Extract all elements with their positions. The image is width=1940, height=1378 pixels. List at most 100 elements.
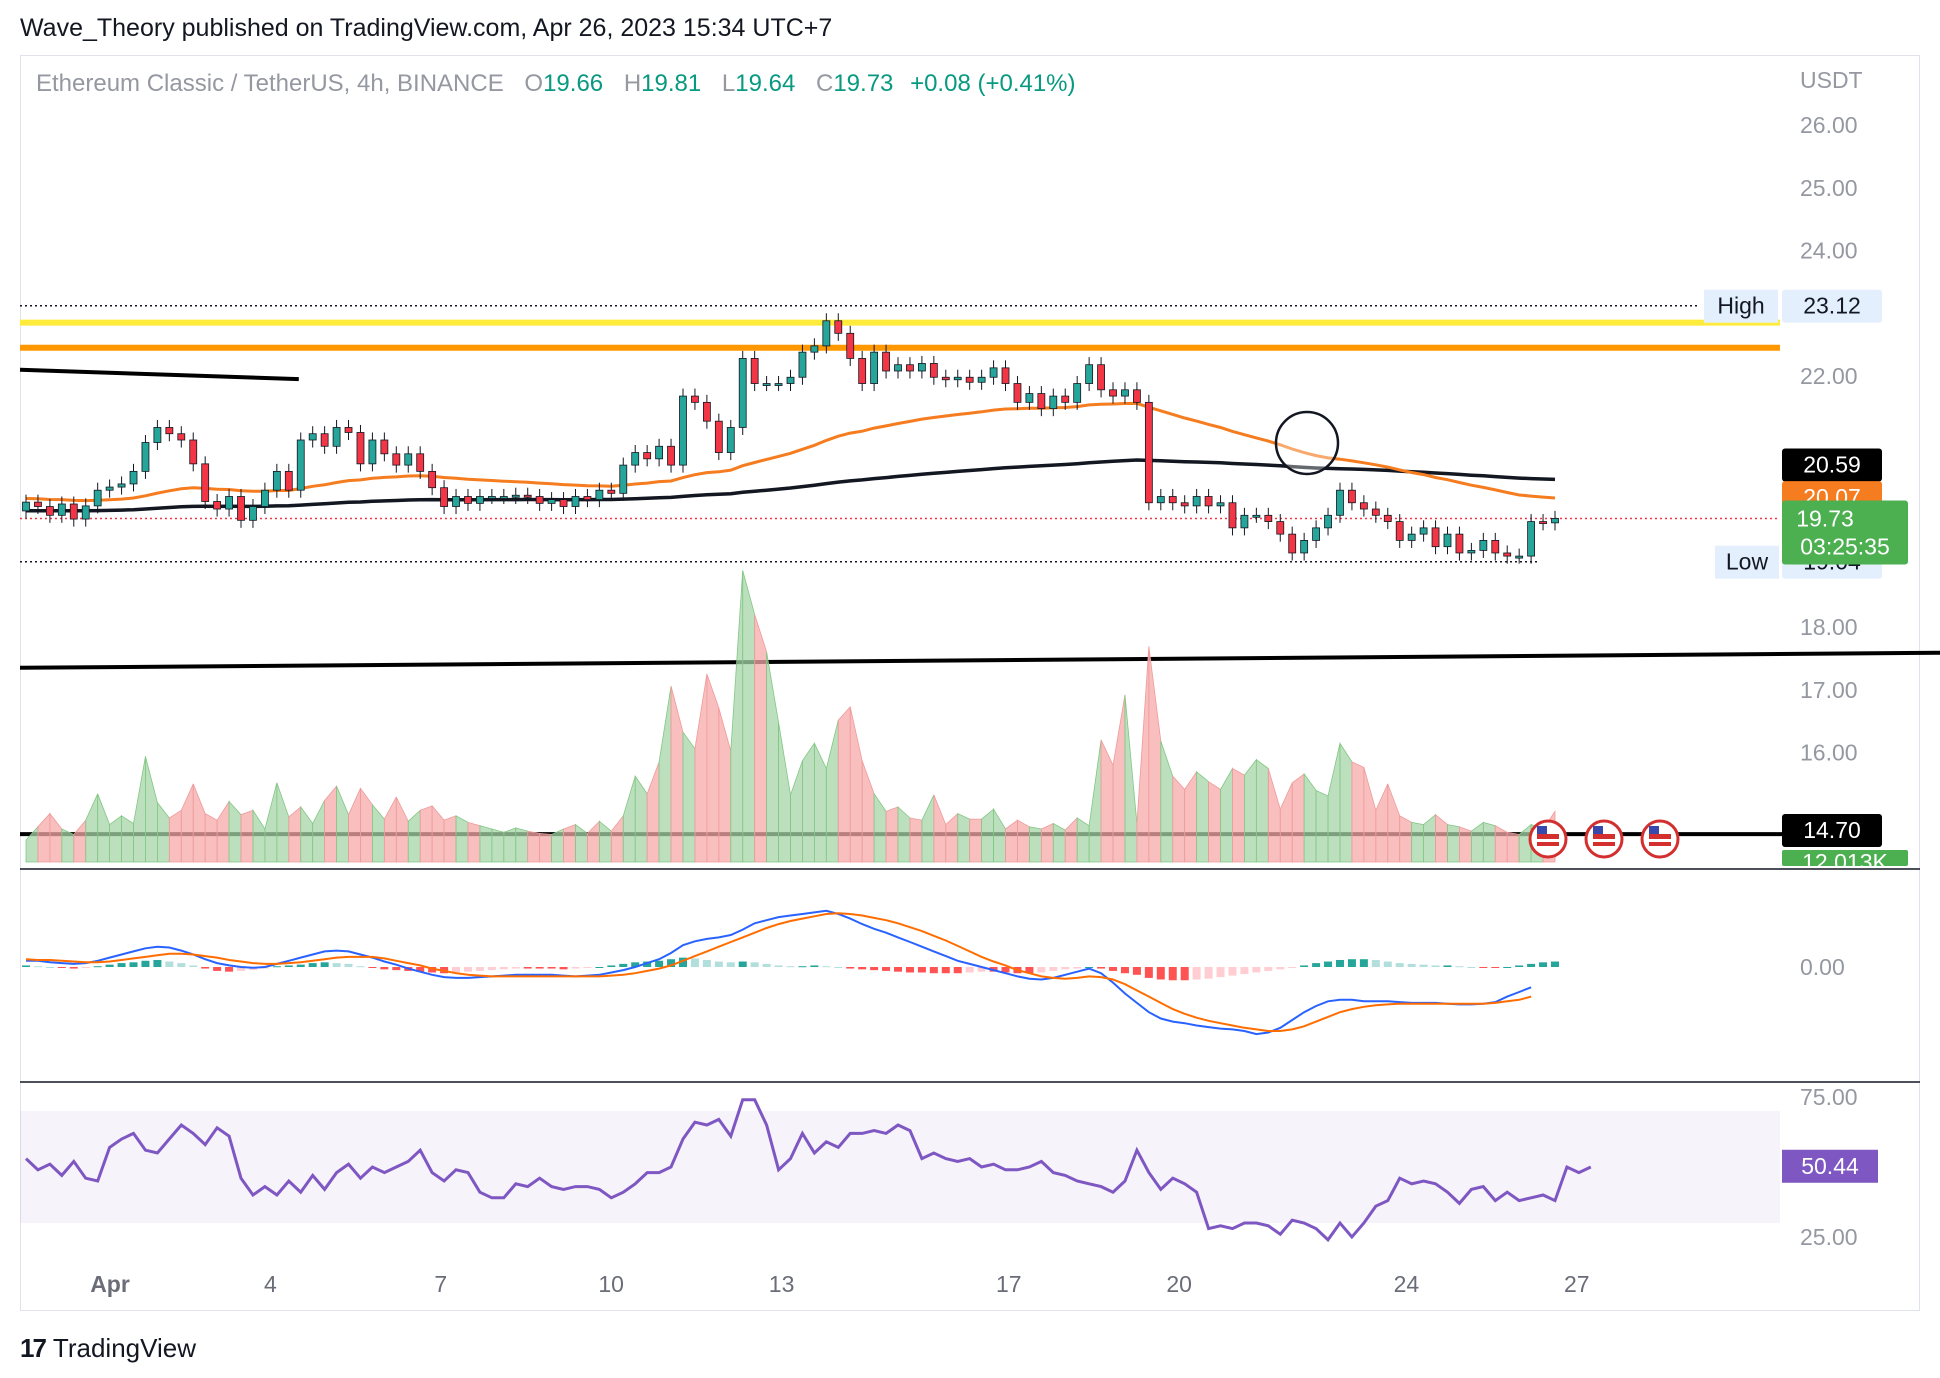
macd-histogram-bar bbox=[1312, 963, 1321, 967]
us-flag-stripe bbox=[1537, 834, 1559, 839]
volume-area bbox=[1423, 813, 1436, 863]
chart-frame[interactable] bbox=[20, 55, 1920, 1311]
macd-histogram-bar bbox=[535, 967, 544, 969]
macd-histogram-bar bbox=[201, 967, 210, 969]
candle-body bbox=[571, 496, 580, 507]
macd-histogram-bar bbox=[678, 957, 687, 967]
macd-histogram-bar bbox=[953, 967, 962, 974]
macd-histogram-bar bbox=[1383, 961, 1392, 967]
macd-histogram-bar bbox=[1491, 967, 1500, 968]
candle-body bbox=[249, 506, 257, 521]
macd-histogram-bar bbox=[332, 963, 341, 967]
price-axis-tick: 26.00 bbox=[1800, 112, 1858, 138]
volume-area bbox=[156, 801, 170, 863]
volume-area bbox=[1124, 694, 1138, 863]
volume-area bbox=[85, 793, 99, 863]
candle-body bbox=[428, 470, 437, 489]
volume-area bbox=[1387, 783, 1401, 863]
volume-area bbox=[1064, 817, 1078, 863]
volume-area bbox=[1220, 766, 1233, 863]
macd-histogram-bar bbox=[965, 967, 974, 973]
macd-histogram-bar bbox=[284, 965, 293, 967]
macd-histogram-bar bbox=[1049, 967, 1058, 971]
open-value: 19.66 bbox=[543, 70, 604, 97]
trend-line-0 bbox=[19, 367, 299, 382]
candle-body bbox=[1503, 552, 1512, 557]
volume-area bbox=[551, 828, 564, 863]
volume-area bbox=[1267, 768, 1281, 863]
volume-area bbox=[312, 800, 326, 863]
macd-histogram-bar bbox=[619, 963, 628, 967]
volume-area bbox=[634, 774, 648, 863]
candle-body bbox=[667, 445, 675, 466]
ema-50-line bbox=[25, 401, 1556, 503]
candle-body bbox=[953, 376, 962, 381]
candle-body bbox=[308, 433, 317, 441]
macd-histogram-bar bbox=[846, 967, 855, 969]
last-price-badge-bg bbox=[1782, 500, 1908, 565]
candle-body bbox=[619, 464, 628, 494]
candle-body bbox=[643, 452, 652, 460]
candle-body bbox=[1097, 364, 1105, 391]
candle-body bbox=[1001, 367, 1010, 384]
candle-body bbox=[499, 496, 508, 499]
macd-histogram-bar bbox=[320, 962, 329, 967]
candle-body bbox=[965, 376, 974, 383]
macd-histogram-bar bbox=[1037, 967, 1046, 973]
volume-area bbox=[1279, 782, 1293, 863]
candle-body bbox=[977, 376, 986, 383]
macd-histogram-bar bbox=[1407, 963, 1416, 967]
volume-area bbox=[276, 782, 290, 863]
macd-histogram-bar bbox=[1551, 961, 1559, 967]
volume-area bbox=[491, 828, 505, 863]
date-axis-tick: Apr bbox=[90, 1271, 130, 1297]
volume-area bbox=[204, 812, 218, 863]
macd-histogram-bar bbox=[1240, 967, 1249, 975]
candle-body bbox=[487, 496, 496, 499]
candle-body bbox=[129, 470, 138, 485]
symbol-name[interactable]: Ethereum Classic / TetherUS, 4h, BINANCE bbox=[36, 70, 504, 97]
footer-logo[interactable]: 17 TradingView bbox=[20, 1333, 196, 1364]
macd-histogram-bar bbox=[1109, 967, 1118, 971]
date-axis-tick: 4 bbox=[264, 1271, 277, 1297]
macd-histogram-bar bbox=[1252, 967, 1261, 973]
candle-body bbox=[1025, 393, 1034, 403]
macd-histogram-bar bbox=[917, 967, 926, 973]
volume-area bbox=[813, 743, 827, 863]
volume-area bbox=[1052, 822, 1066, 863]
date-axis-tick: 27 bbox=[1564, 1271, 1590, 1297]
volume-area bbox=[1208, 780, 1221, 863]
macd-histogram-bar bbox=[750, 962, 759, 967]
volume-area bbox=[1411, 821, 1424, 863]
volume-area bbox=[479, 825, 493, 863]
volume-area bbox=[921, 794, 935, 863]
candle-body bbox=[846, 332, 855, 359]
volume-area bbox=[981, 808, 994, 863]
macd-histogram-bar bbox=[690, 958, 699, 967]
volume-area bbox=[1459, 826, 1472, 863]
ma200-badge-value: 20.59 bbox=[1803, 451, 1861, 477]
candle-body bbox=[1539, 521, 1547, 524]
macd-histogram-bar bbox=[452, 967, 461, 973]
candle-body bbox=[177, 433, 186, 441]
candle-body bbox=[1192, 496, 1201, 507]
macd-histogram-bar bbox=[1180, 967, 1189, 981]
volume-area bbox=[73, 819, 87, 863]
volume-value-badge: 12.013K bbox=[1802, 849, 1888, 875]
macd-histogram-bar bbox=[977, 967, 986, 972]
candle-body bbox=[1491, 540, 1500, 554]
rsi-pane bbox=[20, 1098, 1780, 1243]
volume-area bbox=[1255, 758, 1269, 863]
candle-body bbox=[702, 401, 711, 422]
volume-area bbox=[646, 761, 660, 863]
volume-area bbox=[610, 814, 624, 863]
rsi-axis-tick: 25.00 bbox=[1800, 1224, 1858, 1250]
volume-area bbox=[1303, 772, 1317, 863]
candle-body bbox=[464, 496, 472, 504]
macd-histogram-bar bbox=[368, 967, 377, 968]
candle-body bbox=[141, 442, 150, 472]
bar-countdown: 03:25:35 bbox=[1800, 533, 1890, 559]
date-axis-tick: 17 bbox=[996, 1271, 1022, 1297]
macd-histogram-bar bbox=[1300, 965, 1309, 967]
